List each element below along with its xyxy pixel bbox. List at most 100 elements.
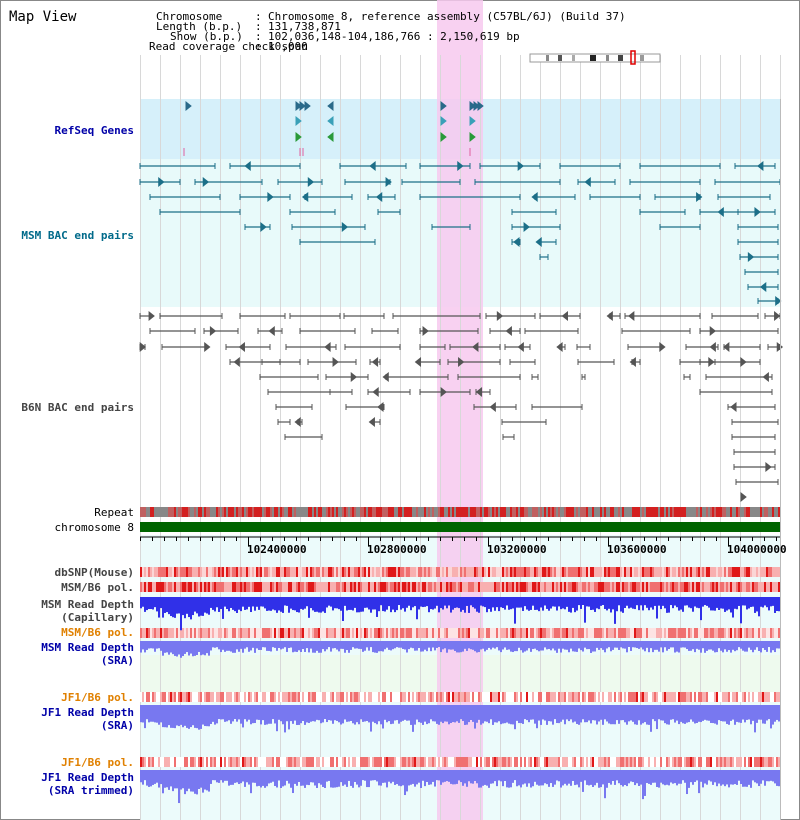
track-label-refseq[interactable]: RefSeq Genes: [54, 124, 134, 137]
msm-depth-cap-bar: [268, 597, 270, 611]
msm-depth-cap-bar: [514, 597, 516, 624]
track-label-b6n-bac[interactable]: B6N BAC end pairs: [21, 401, 134, 414]
msm-b6-pol-cell: [744, 582, 746, 592]
jf1-depth-trim-bar: [288, 770, 290, 784]
jf1-b6-pol-trim-cell: [500, 757, 502, 767]
msm-depth-cap-bar: [610, 597, 612, 613]
jf1-b6-pol-cell: [280, 692, 282, 702]
jf1-b6-pol-cell: [326, 692, 328, 702]
repeat-segment: [436, 507, 438, 517]
jf1-depth-trim-bar: [758, 770, 760, 787]
dbsnp-cell: [378, 567, 380, 577]
jf1-depth-bar: [778, 705, 780, 722]
repeat-segment: [224, 507, 226, 517]
msm-depth-cap-bar: [770, 597, 772, 607]
jf1-b6-pol-trim-cell: [170, 757, 172, 767]
jf1-b6-pol-cell: [580, 692, 582, 702]
repeat-segment: [620, 507, 622, 517]
jf1-b6-pol-cell: [536, 692, 538, 702]
msm-depth-sra-bar: [190, 641, 192, 654]
jf1-depth-trim-bar: [354, 770, 356, 782]
msm-depth-sra-bar: [216, 641, 218, 648]
jf1-b6-pol-trim-cell: [218, 757, 220, 767]
msm-b6-pol-cell: [168, 582, 170, 592]
jf1-depth-bar: [360, 705, 362, 720]
msm-depth-cap-bar: [200, 597, 202, 616]
msm-b6-pol-sra-cell: [366, 628, 368, 638]
repeat-segment: [458, 507, 460, 517]
jf1-depth-trim-bar: [428, 770, 430, 785]
msm-b6-pol-cell: [646, 582, 648, 592]
jf1-b6-pol-trim-cell: [516, 757, 518, 767]
b6n-bac-pair-arrow: [561, 310, 569, 322]
msm-b6-pol-sra-cell: [178, 628, 180, 638]
repeat-segment: [406, 507, 408, 517]
msm-b6-pol-cell: [332, 582, 334, 592]
msm-b6-pol-cell: [720, 582, 722, 592]
repeat-segment: [646, 507, 648, 517]
msm-depth-sra-bar: [432, 641, 434, 648]
msm-b6-pol-sra-cell: [344, 628, 346, 638]
jf1-b6-pol-cell: [762, 692, 764, 702]
repeat-segment: [402, 507, 404, 517]
msm-b6-pol-sra-cell: [740, 628, 742, 638]
msm-depth-sra-bar: [716, 641, 718, 653]
repeat-segment: [222, 507, 224, 517]
b6n-bac-pair-arrow: [776, 341, 784, 353]
jf1-depth-bar: [554, 705, 556, 720]
dbsnp-cell: [418, 567, 420, 577]
dbsnp-cell: [350, 567, 352, 577]
jf1-b6-pol-cell: [340, 692, 342, 702]
jf1-b6-pol-cell: [330, 692, 332, 702]
msm-depth-cap-bar: [614, 597, 616, 624]
msm-b6-pol-cell: [190, 582, 192, 592]
repeat-segment: [730, 507, 732, 517]
msm-b6-pol-cell: [524, 582, 526, 592]
jf1-depth-bar: [396, 705, 398, 721]
dbsnp-cell: [266, 567, 268, 577]
msm-b6-pol-cell: [262, 582, 264, 592]
msm-b6-pol-sra-cell: [172, 628, 174, 638]
jf1-depth-trim-bar: [762, 770, 764, 781]
jf1-b6-pol-trim-cell: [742, 757, 744, 767]
msm-b6-pol-sra-cell: [668, 628, 670, 638]
msm-b6-pol-cell: [172, 582, 174, 592]
repeat-segment: [492, 507, 494, 517]
repeat-segment: [188, 507, 190, 517]
jf1-b6-pol-cell: [556, 692, 558, 702]
msm-b6-pol-sra-cell: [374, 628, 376, 638]
jf1-depth-bar: [528, 705, 530, 723]
jf1-b6-pol-cell: [396, 692, 398, 702]
jf1-b6-pol-cell: [402, 692, 404, 702]
dbsnp-cell: [362, 567, 364, 577]
track-label-msm-bac[interactable]: MSM BAC end pairs: [21, 229, 134, 242]
jf1-depth-bar: [754, 705, 756, 733]
msm-depth-sra-bar: [660, 641, 662, 648]
jf1-depth-bar: [514, 705, 516, 730]
msm-b6-pol-sra-cell: [244, 628, 246, 638]
jf1-depth-trim-bar: [518, 770, 520, 786]
jf1-b6-pol-cell: [688, 692, 690, 702]
jf1-b6-pol-cell: [582, 692, 584, 702]
jf1-depth-trim-bar: [198, 770, 200, 790]
msm-b6-pol-cell: [388, 582, 390, 592]
msm-b6-pol-cell: [212, 582, 214, 592]
repeat-segment: [400, 507, 402, 517]
jf1-depth-trim-bar: [260, 770, 262, 788]
msm-depth-sra-bar: [724, 641, 726, 650]
repeat-segment: [716, 507, 718, 517]
b6n-bac-pair-arrow: [382, 371, 389, 383]
msm-b6-pol-sra-cell: [428, 628, 430, 638]
b6n-bac-pair-arrow: [368, 416, 375, 428]
msm-depth-cap-bar: [542, 597, 544, 611]
jf1-depth-trim-bar: [370, 770, 372, 781]
msm-b6-pol-cell: [418, 582, 420, 592]
jf1-b6-pol-trim-cell: [272, 757, 274, 767]
jf1-b6-pol-trim-cell: [686, 757, 688, 767]
msm-b6-pol-cell: [450, 582, 452, 592]
jf1-depth-trim-bar: [376, 770, 378, 782]
msm-depth-cap-bar: [764, 597, 766, 606]
msm-b6-pol-sra-cell: [744, 628, 746, 638]
jf1-b6-pol-cell: [186, 692, 188, 702]
